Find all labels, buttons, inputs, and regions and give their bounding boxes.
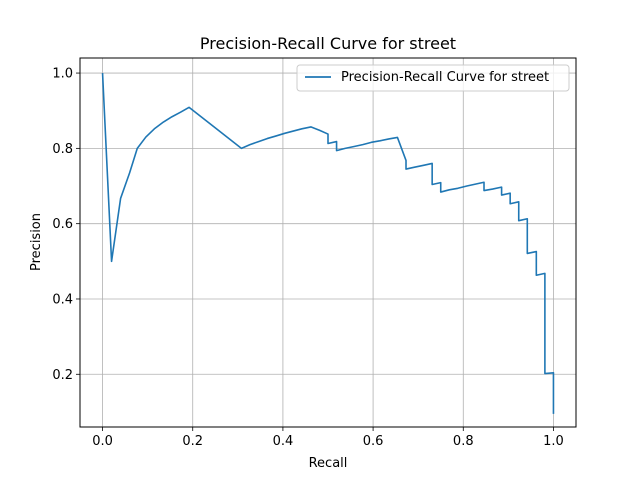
y-tick-label: 0.8 [52,142,73,157]
y-axis-label: Precision [29,213,44,271]
y-tick-label: 0.6 [52,217,73,232]
x-tick-label: 0.2 [182,434,203,449]
x-tick-label: 0.8 [453,434,474,449]
legend-box [296,64,570,92]
legend: Precision-Recall Curve for street [296,64,570,92]
plot-frame [79,57,577,428]
series-layer [101,73,555,414]
x-tick-label: 0.6 [363,434,384,449]
y-tick-label: 0.4 [52,292,73,307]
x-axis-label: Recall [309,456,348,471]
x-tick-label: 0.4 [273,434,294,449]
y-tick-label: 0.2 [52,368,73,383]
y-tick-label: 1.0 [52,67,73,82]
x-tick-label: 1.0 [543,434,564,449]
chart-title: Precision-Recall Curve for street [200,34,456,53]
y-axis-ticks: 0.2 0.4 0.6 0.8 1.0 [52,67,80,383]
x-axis-ticks: 0.0 0.2 0.4 0.6 0.8 1.0 [92,427,564,449]
legend-label: Precision-Recall Curve for street [341,70,549,85]
series-line [101,73,555,414]
x-tick-label: 0.0 [92,434,113,449]
